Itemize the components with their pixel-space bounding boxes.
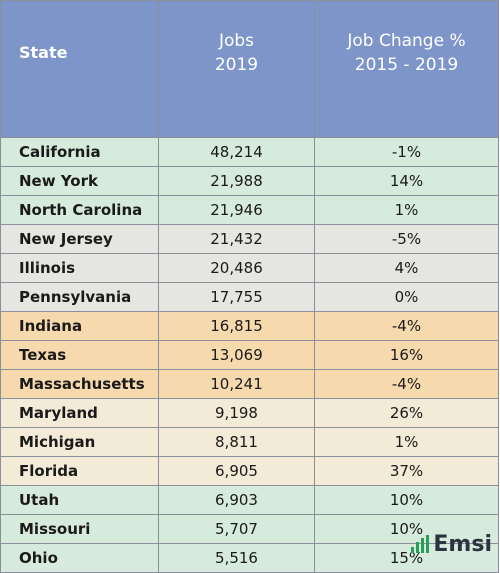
job-change-cell: 26% (314, 398, 499, 428)
state-cell: Indiana (0, 311, 159, 341)
state-cell: Missouri (0, 514, 159, 544)
header-row: State Jobs 2019 Job Change % 2015 - 2019 (0, 0, 499, 138)
table-row: Indiana 16,815 -4% (0, 311, 499, 341)
bar-chart-icon (411, 535, 430, 553)
job-change-cell: 14% (314, 166, 499, 196)
jobs-cell: 5,707 (158, 514, 315, 544)
job-change-cell: 10% (314, 514, 499, 544)
jobs-cell: 5,516 (158, 543, 315, 573)
jobs-cell: 6,905 (158, 456, 315, 486)
table-row: North Carolina 21,946 1% (0, 195, 499, 225)
state-cell: Michigan (0, 427, 159, 457)
jobs-cell: 20,486 (158, 253, 315, 283)
emsi-logo: Emsi (411, 533, 492, 557)
job-change-cell: 1% (314, 195, 499, 225)
table-row: California 48,214 -1% (0, 137, 499, 167)
state-cell: North Carolina (0, 195, 159, 225)
logo-bar (426, 535, 430, 553)
table-row: Missouri 5,707 10% (0, 514, 499, 544)
state-cell: New Jersey (0, 224, 159, 254)
state-cell: Utah (0, 485, 159, 515)
job-change-cell: -4% (314, 311, 499, 341)
state-cell: Florida (0, 456, 159, 486)
job-change-cell: 10% (314, 485, 499, 515)
table-row: New Jersey 21,432 -5% (0, 224, 499, 254)
header-jobs-line2: 2019 (214, 55, 259, 75)
table-row: Florida 6,905 37% (0, 456, 499, 486)
logo-bar (421, 537, 425, 553)
table-row: New York 21,988 14% (0, 166, 499, 196)
jobs-cell: 21,988 (158, 166, 315, 196)
table-row: Massachusetts 10,241 -4% (0, 369, 499, 399)
header-change-line2: 2015 - 2019 (354, 55, 459, 75)
table-row: Michigan 8,811 1% (0, 427, 499, 457)
job-change-cell: 0% (314, 282, 499, 312)
jobs-cell: 21,432 (158, 224, 315, 254)
state-cell: Maryland (0, 398, 159, 428)
table-row: Maryland 9,198 26% (0, 398, 499, 428)
job-change-cell: 1% (314, 427, 499, 457)
logo-bar (411, 546, 415, 553)
table-row: Texas 13,069 16% (0, 340, 499, 370)
logo-text: Emsi (433, 532, 492, 557)
job-change-cell: 16% (314, 340, 499, 370)
job-change-cell: -5% (314, 224, 499, 254)
jobs-cell: 6,903 (158, 485, 315, 515)
table-row: Illinois 20,486 4% (0, 253, 499, 283)
state-cell: Illinois (0, 253, 159, 283)
jobs-cell: 48,214 (158, 137, 315, 167)
table-row: Pennsylvania 17,755 0% (0, 282, 499, 312)
logo-bar (416, 542, 420, 553)
jobs-cell: 9,198 (158, 398, 315, 428)
jobs-cell: 17,755 (158, 282, 315, 312)
table-row: Utah 6,903 10% (0, 485, 499, 515)
jobs-cell: 16,815 (158, 311, 315, 341)
header-jobs-line1: Jobs (218, 31, 255, 51)
table-body: California 48,214 -1% New York 21,988 14% Nort… (0, 137, 499, 573)
header-jobs: Jobs 2019 (158, 0, 315, 138)
state-cell: New York (0, 166, 159, 196)
jobs-cell: 8,811 (158, 427, 315, 457)
header-state: State (0, 0, 159, 138)
header-job-change: Job Change % 2015 - 2019 (314, 0, 499, 138)
jobs-cell: 13,069 (158, 340, 315, 370)
state-cell: Texas (0, 340, 159, 370)
state-cell: Ohio (0, 543, 159, 573)
job-change-cell: -4% (314, 369, 499, 399)
job-change-cell: 37% (314, 456, 499, 486)
jobs-cell: 10,241 (158, 369, 315, 399)
state-cell: Pennsylvania (0, 282, 159, 312)
job-change-cell: -1% (314, 137, 499, 167)
jobs-cell: 21,946 (158, 195, 315, 225)
job-change-cell: 4% (314, 253, 499, 283)
state-cell: Massachusetts (0, 369, 159, 399)
header-change-line1: Job Change % (347, 31, 466, 51)
state-cell: California (0, 137, 159, 167)
